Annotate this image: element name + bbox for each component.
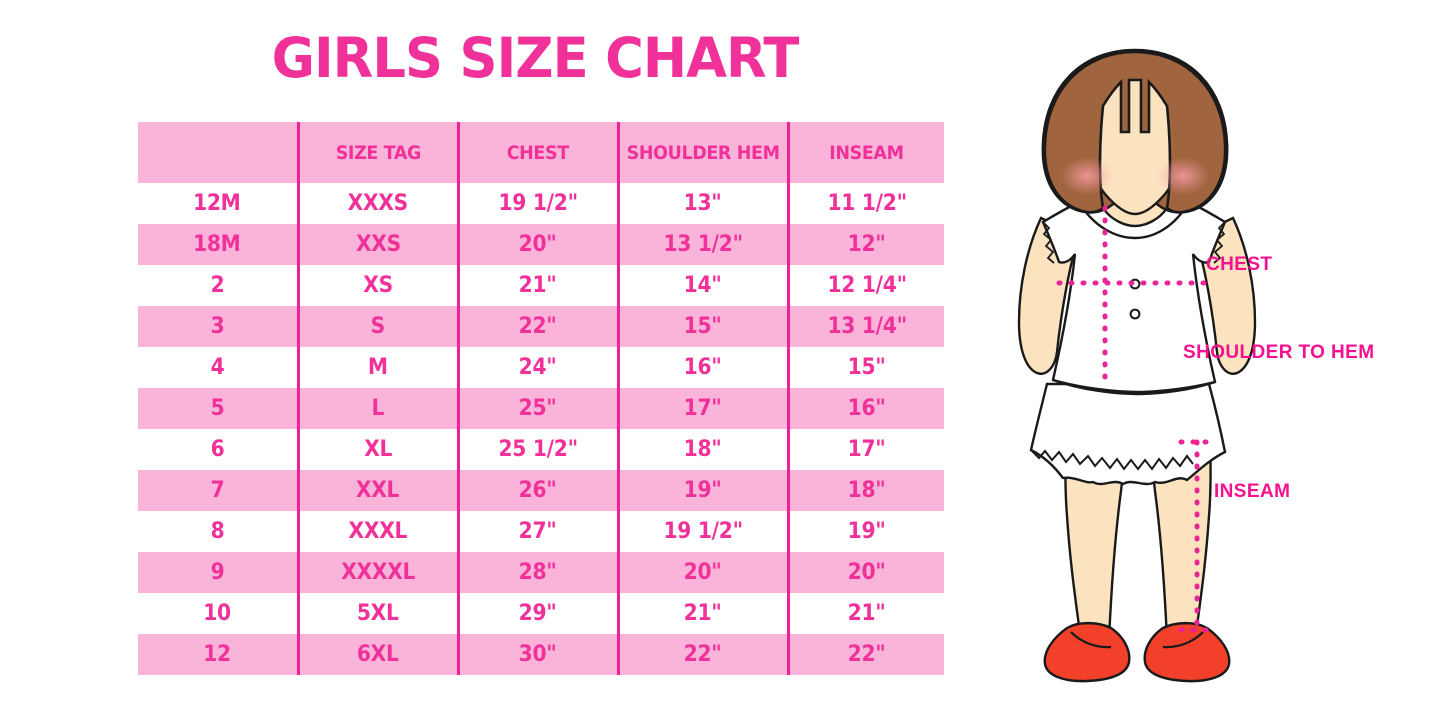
cell-size: 3 (138, 306, 300, 347)
cell-inseam: 12 1/4" (827, 273, 907, 298)
cell-chest: 28" (458, 552, 620, 593)
cell-chest: 25 1/2" (458, 429, 620, 470)
cell-inseam: 13 1/4" (827, 314, 907, 339)
cell-shoulder-hem: 19 1/2" (618, 511, 790, 552)
cell-inseam: 18" (847, 478, 886, 503)
cell-size: 12 (138, 634, 300, 675)
girl-body-group (1017, 48, 1257, 683)
cell-size: 4 (138, 347, 300, 388)
cell-inseam: 21" (847, 601, 886, 626)
cell-size: 5 (138, 388, 300, 429)
header-cell-inseam: INSEAM (829, 141, 905, 164)
cell-size: 2 (138, 265, 300, 306)
cell-chest: 25" (458, 388, 620, 429)
cell-size: 7 (138, 470, 300, 511)
table-row: 5 L 25" 17" 16" (138, 388, 944, 429)
cell-chest: 21" (458, 265, 620, 306)
cell-shoulder-hem: 13 1/2" (618, 224, 790, 265)
cell-inseam: 22" (847, 642, 886, 667)
shoes-icon (1043, 621, 1231, 683)
table-row: 6 XL 25 1/2" 18" 17" (138, 429, 944, 470)
cell-inseam: 11 1/2" (827, 191, 907, 216)
header-row: SIZE TAG CHEST SHOULDER HEM INSEAM (138, 122, 944, 183)
cell-size-tag: 5XL (298, 593, 460, 634)
table-row: 4 M 24" 16" 15" (138, 347, 944, 388)
cell-inseam: 15" (847, 355, 886, 380)
cell-size-tag: XXXS (298, 183, 460, 224)
annotation-inseam: INSEAM (1214, 481, 1291, 502)
top-icon (1041, 200, 1227, 396)
cell-shoulder-hem: 21" (618, 593, 790, 634)
cell-inseam: 12" (847, 232, 886, 257)
cell-size-tag: XXL (298, 470, 460, 511)
cell-chest: 19 1/2" (458, 183, 620, 224)
table-row: 12M XXXS 19 1/2" 13" 11 1/2" (138, 183, 944, 224)
table-body: 12M XXXS 19 1/2" 13" 11 1/2" 18M XXS 20"… (138, 183, 944, 675)
cell-shoulder-hem: 17" (618, 388, 790, 429)
head-icon (1041, 48, 1229, 216)
cell-inseam: 19" (847, 519, 886, 544)
cell-size-tag: XL (298, 429, 460, 470)
table-row: 3 S 22" 15" 13 1/4" (138, 306, 944, 347)
header-cell-size-tag: SIZE TAG (298, 122, 460, 183)
cell-size: 10 (138, 593, 300, 634)
cell-chest: 30" (458, 634, 620, 675)
table-row: 18M XXS 20" 13 1/2" 12" (138, 224, 944, 265)
table-row: 7 XXL 26" 19" 18" (138, 470, 944, 511)
cell-inseam: 20" (847, 560, 886, 585)
cell-shoulder-hem: 16" (618, 347, 790, 388)
cell-size-tag: S (298, 306, 460, 347)
cell-size-tag: L (298, 388, 460, 429)
cell-size: 18M (138, 224, 300, 265)
cell-size-tag: XXXXL (298, 552, 460, 593)
table-row: 10 5XL 29" 21" 21" (138, 593, 944, 634)
cell-inseam: 16" (847, 396, 886, 421)
cell-size-tag: 6XL (298, 634, 460, 675)
table-header: SIZE TAG CHEST SHOULDER HEM INSEAM (138, 122, 944, 183)
cell-size: 9 (138, 552, 300, 593)
annotation-chest: CHEST (1206, 254, 1273, 275)
skirt-icon (1029, 382, 1227, 486)
cell-size: 12M (138, 183, 300, 224)
cell-shoulder-hem: 18" (618, 429, 790, 470)
inseam-dotted-line (1178, 439, 1218, 633)
cell-chest: 22" (458, 306, 620, 347)
page-title: GIRLS SIZE CHART (271, 26, 800, 90)
cell-inseam: 17" (847, 437, 886, 462)
header-cell-shoulder-hem: SHOULDER HEM (618, 122, 790, 183)
cell-size: 6 (138, 429, 300, 470)
cell-size: 8 (138, 511, 300, 552)
cell-chest: 26" (458, 470, 620, 511)
cell-chest: 20" (458, 224, 620, 265)
girl-figure-illustration (975, 36, 1445, 706)
table-row: 8 XXXL 27" 19 1/2" 19" (138, 511, 944, 552)
cell-shoulder-hem: 13" (618, 183, 790, 224)
cell-size-tag: XXS (298, 224, 460, 265)
header-cell-chest: CHEST (458, 122, 620, 183)
size-chart-table-wrapper: SIZE TAG CHEST SHOULDER HEM INSEAM 12M X… (138, 122, 944, 675)
cell-chest: 24" (458, 347, 620, 388)
cell-size-tag: XS (298, 265, 460, 306)
annotation-shoulder-to-hem: SHOULDER TO HEM (1183, 342, 1375, 363)
cell-size-tag: M (298, 347, 460, 388)
cell-chest: 29" (458, 593, 620, 634)
table-row: 12 6XL 30" 22" 22" (138, 634, 944, 675)
cell-shoulder-hem: 19" (618, 470, 790, 511)
cell-shoulder-hem: 20" (618, 552, 790, 593)
cell-shoulder-hem: 22" (618, 634, 790, 675)
cell-shoulder-hem: 14" (618, 265, 790, 306)
cell-size-tag: XXXL (298, 511, 460, 552)
table-row: 2 XS 21" 14" 12 1/4" (138, 265, 944, 306)
size-chart-table: SIZE TAG CHEST SHOULDER HEM INSEAM 12M X… (138, 122, 944, 675)
header-cell-size (138, 122, 300, 183)
table-row: 9 XXXXL 28" 20" 20" (138, 552, 944, 593)
cell-shoulder-hem: 15" (618, 306, 790, 347)
cell-chest: 27" (458, 511, 620, 552)
